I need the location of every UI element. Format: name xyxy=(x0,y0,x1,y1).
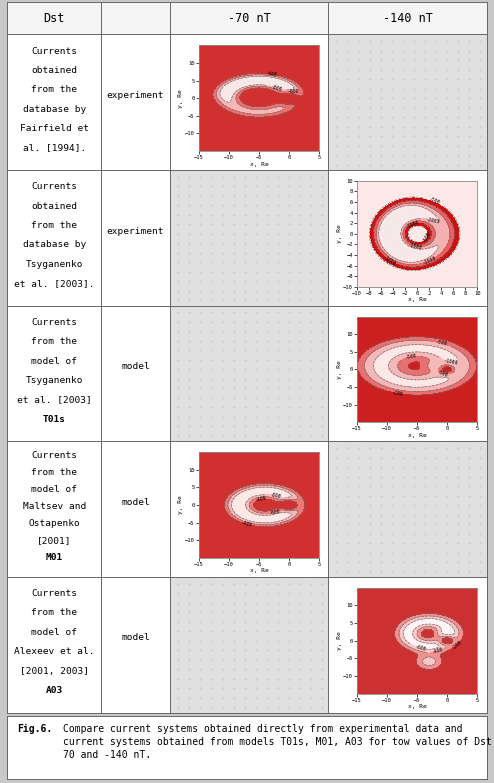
Text: -1000: -1000 xyxy=(405,219,420,229)
Text: A03: A03 xyxy=(45,686,63,695)
Text: -200: -200 xyxy=(391,390,404,397)
Text: -600: -600 xyxy=(287,89,298,95)
Text: -1500: -1500 xyxy=(407,242,421,251)
Text: et al. [2003].: et al. [2003]. xyxy=(14,279,94,288)
Text: -800: -800 xyxy=(270,84,283,92)
Y-axis label: y, Re: y, Re xyxy=(336,360,342,379)
Text: -500: -500 xyxy=(435,339,448,347)
X-axis label: x, Re: x, Re xyxy=(408,433,426,438)
Text: -400: -400 xyxy=(265,70,278,78)
Y-axis label: y, Re: y, Re xyxy=(336,225,342,244)
Text: Compare current systems obtained directly from experimental data and
current sys: Compare current systems obtained directl… xyxy=(63,724,494,760)
Text: al. [1994].: al. [1994]. xyxy=(23,143,86,153)
Text: model of: model of xyxy=(31,485,77,494)
Text: Currents: Currents xyxy=(31,182,77,191)
Text: Dst: Dst xyxy=(43,12,65,24)
Y-axis label: y, Re: y, Re xyxy=(178,496,183,514)
Text: database by: database by xyxy=(23,240,86,249)
Text: -400: -400 xyxy=(240,521,252,529)
Text: Currents: Currents xyxy=(31,451,77,460)
Text: database by: database by xyxy=(23,105,86,114)
Text: -500: -500 xyxy=(428,197,440,206)
Text: Currents: Currents xyxy=(31,318,77,327)
X-axis label: x, Re: x, Re xyxy=(408,298,426,302)
Text: from the: from the xyxy=(31,221,77,230)
Text: -600: -600 xyxy=(413,644,426,652)
Text: Alexeev et al.: Alexeev et al. xyxy=(14,648,94,656)
Text: Ostapenko: Ostapenko xyxy=(28,519,80,528)
X-axis label: x, Re: x, Re xyxy=(408,704,426,709)
Y-axis label: y, Re: y, Re xyxy=(178,88,183,107)
Text: model of: model of xyxy=(31,628,77,637)
Text: et al. [2003]: et al. [2003] xyxy=(17,395,91,404)
X-axis label: x, Re: x, Re xyxy=(249,568,268,573)
Text: model: model xyxy=(121,498,150,507)
Text: -800: -800 xyxy=(269,493,281,500)
Text: -1500: -1500 xyxy=(422,256,437,266)
Text: -400: -400 xyxy=(431,648,443,655)
Text: Currents: Currents xyxy=(31,589,77,598)
Text: Fairfield et: Fairfield et xyxy=(20,124,88,133)
Text: [2001, 2003]: [2001, 2003] xyxy=(20,666,88,676)
Text: -500: -500 xyxy=(421,231,431,244)
Text: from the: from the xyxy=(31,468,77,477)
Text: -500: -500 xyxy=(405,354,417,360)
Text: from the: from the xyxy=(31,85,77,95)
Text: -2000: -2000 xyxy=(425,217,440,224)
Text: model: model xyxy=(121,363,150,371)
Text: -400: -400 xyxy=(254,496,267,503)
Text: model: model xyxy=(121,633,150,642)
Text: from the: from the xyxy=(31,608,77,618)
Text: -1000: -1000 xyxy=(443,358,458,365)
Text: -200: -200 xyxy=(451,640,462,651)
Text: -600: -600 xyxy=(268,508,281,516)
Text: Tsyganenko: Tsyganenko xyxy=(25,376,83,385)
Text: experiment: experiment xyxy=(107,91,165,100)
Text: -500: -500 xyxy=(436,369,449,378)
Text: -1000: -1000 xyxy=(382,254,397,266)
Text: Currents: Currents xyxy=(31,47,77,56)
Text: [2001]: [2001] xyxy=(37,536,71,545)
Text: M01: M01 xyxy=(45,553,63,561)
Text: obtained: obtained xyxy=(31,201,77,211)
Text: model of: model of xyxy=(31,356,77,366)
Text: Fig.6.: Fig.6. xyxy=(17,724,52,734)
Text: T01s: T01s xyxy=(42,415,66,424)
Y-axis label: y, Re: y, Re xyxy=(336,631,342,650)
Text: from the: from the xyxy=(31,337,77,346)
Text: Maltsev and: Maltsev and xyxy=(23,502,86,511)
Text: Tsyganenko: Tsyganenko xyxy=(25,260,83,269)
Text: -140 nT: -140 nT xyxy=(382,12,432,24)
Text: obtained: obtained xyxy=(31,66,77,75)
X-axis label: x, Re: x, Re xyxy=(249,161,268,167)
Text: experiment: experiment xyxy=(107,226,165,236)
Text: -70 nT: -70 nT xyxy=(228,12,271,24)
